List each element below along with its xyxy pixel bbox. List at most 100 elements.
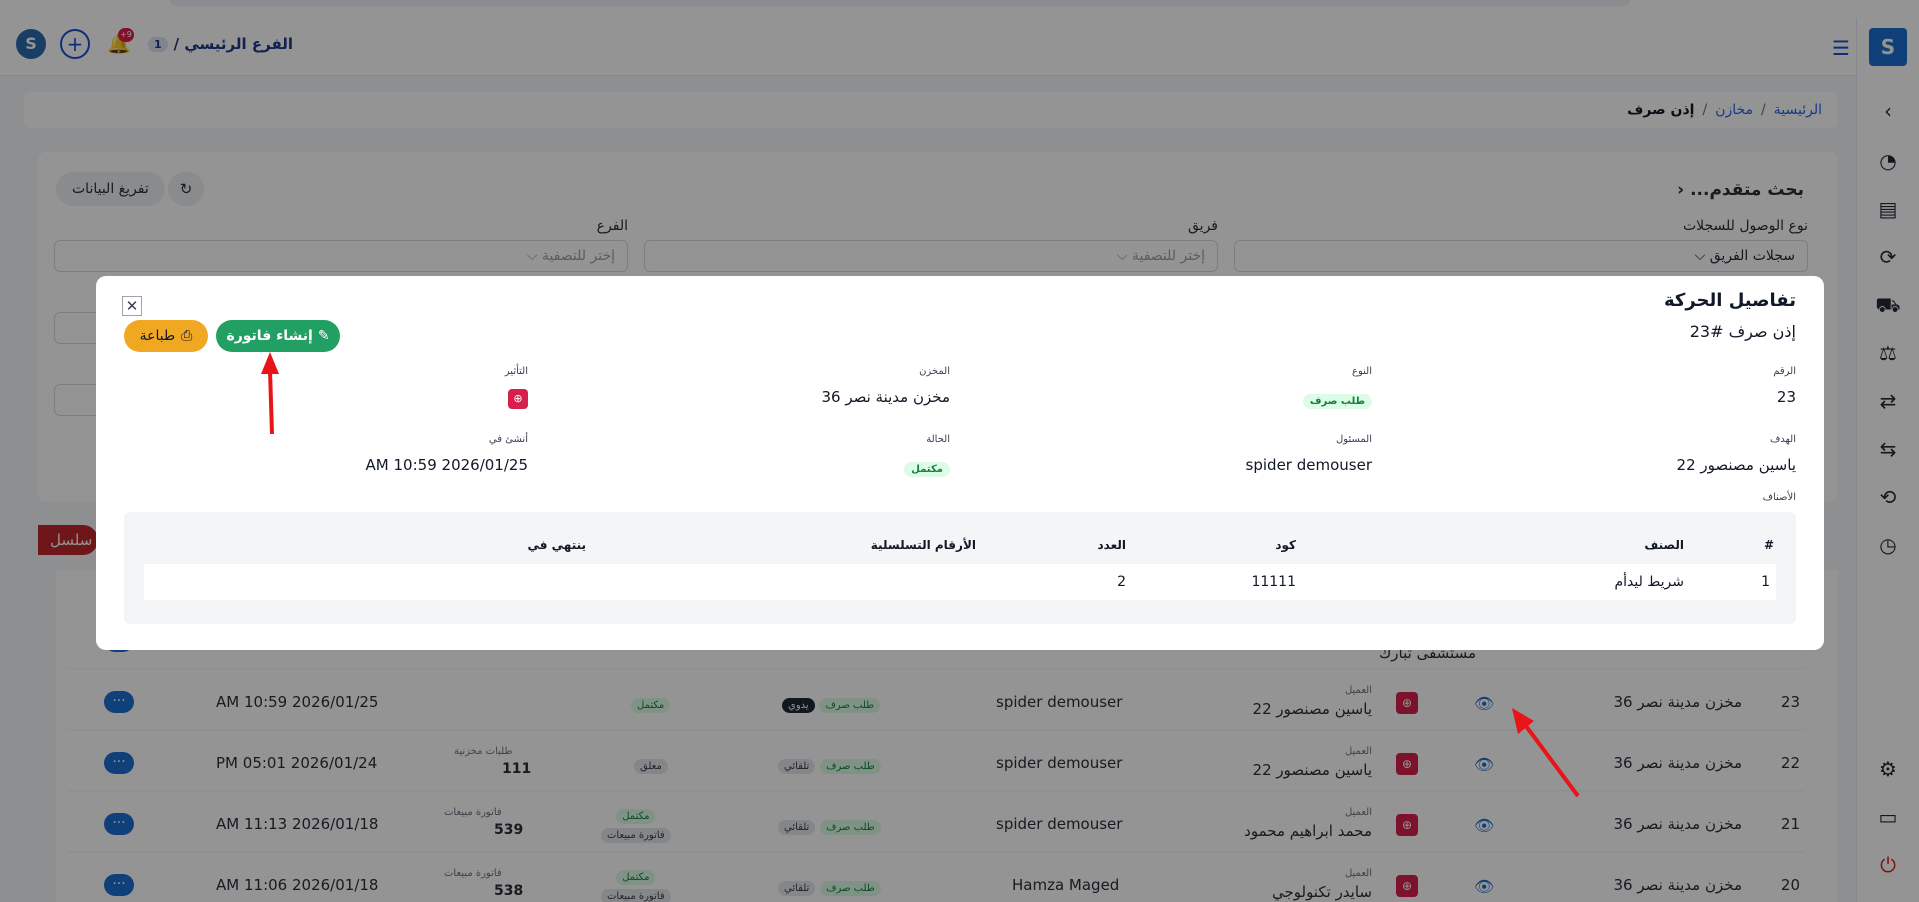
print-button[interactable]: ⎙ طباعة [124, 320, 208, 352]
sync-icon[interactable]: ⟳ [1879, 245, 1897, 269]
sidebar-logo-icon[interactable]: S [1869, 28, 1907, 66]
warehouse-value: مخزن مدينة نصر 36 [821, 388, 950, 406]
number-label: الرقم [1773, 366, 1796, 377]
row-client: سايدر تكنولوجي [1271, 883, 1372, 901]
col-serials: الأرقام التسلسلية [870, 538, 976, 552]
transfer-in-icon[interactable]: ⇆ [1879, 437, 1897, 461]
modal-title: تفاصيل الحركة [1663, 290, 1796, 311]
browser-strip [0, 0, 1919, 18]
advanced-search-label: بحث متقدم... [1690, 180, 1804, 200]
status-value: مكتمل [904, 458, 950, 477]
gauge-icon[interactable]: ◔ [1879, 149, 1897, 173]
item-name: شريط ليدأم [1614, 574, 1685, 590]
mode-badge: تلقائي [778, 881, 816, 896]
app-logo-icon[interactable]: S [16, 29, 46, 59]
breadcrumb-home[interactable]: الرئيسية [1773, 102, 1822, 118]
clear-data-button[interactable]: تفريغ البيانات [56, 172, 165, 206]
advanced-search-toggle[interactable]: بحث متقدم... ‹ [1677, 180, 1804, 200]
breadcrumb-card: الرئيسية / مخازن / إذن صرف [24, 92, 1838, 128]
type-badge: طلب صرف [820, 881, 881, 896]
row-ref-value[interactable]: 539 [494, 822, 524, 838]
row-actions-button[interactable]: ··· [104, 874, 134, 896]
address-bar[interactable] [170, 0, 1630, 6]
breadcrumb-separator: / [1761, 102, 1766, 118]
col-item: الصنف [1644, 538, 1684, 552]
view-eye-icon[interactable]: 👁 [1474, 877, 1495, 896]
table-row[interactable]: 21 مخزن مدينة نصر 36 👁 ⊕ العميل محمد ابر… [66, 799, 1806, 851]
number-value: 23 [1776, 388, 1796, 406]
print-button-label: طباعة [139, 328, 176, 344]
effect-icon: ⊕ [1396, 875, 1418, 897]
row-responsible: Hamza Maged [1012, 876, 1120, 894]
row-actions-button[interactable]: ··· [104, 752, 134, 774]
window-icon[interactable]: ▭ [1878, 805, 1898, 829]
refresh-icon[interactable]: ↻ [168, 172, 204, 206]
scale-icon[interactable]: ⚖ [1879, 341, 1897, 365]
row-ref-value[interactable]: 538 [494, 883, 524, 899]
view-eye-icon[interactable]: 👁 [1474, 755, 1495, 774]
effect-icon: ⊕ [1396, 692, 1418, 714]
team-label: فريق [1188, 218, 1218, 234]
breadcrumb-section[interactable]: مخازن [1715, 102, 1754, 118]
row-badges: طلب صرف يدوي [782, 694, 881, 713]
table-row[interactable]: 22 مخزن مدينة نصر 36 👁 ⊕ العميل ياسين مص… [66, 738, 1806, 790]
transfer-out-icon[interactable]: ⇄ [1879, 389, 1897, 413]
warehouse-icon[interactable]: ▤ [1878, 197, 1898, 221]
mode-badge: تلقائي [778, 820, 816, 835]
effect-icon: ⊕ [1396, 753, 1418, 775]
status-badge-secondary: فاتورة مبيعات [601, 889, 671, 902]
row-status: مكتمل فاتورة مبيعات [601, 866, 671, 902]
row-warehouse: مخزن مدينة نصر 36 [1613, 754, 1742, 772]
branch-select[interactable]: إختر للتصفية ⌵ [54, 240, 628, 272]
table-row[interactable]: 20 مخزن مدينة نصر 36 👁 ⊕ العميل سايدر تك… [66, 860, 1806, 902]
create-invoice-button[interactable]: ✎ إنشاء فاتورة [216, 320, 340, 352]
target-value: ياسين مصنصور 22 [1676, 456, 1796, 474]
power-icon[interactable]: ⏻ [1880, 853, 1896, 877]
settings-icon[interactable]: ⚙ [1879, 757, 1897, 781]
row-actions-button[interactable]: ··· [104, 691, 134, 713]
status-label: الحالة [926, 434, 950, 445]
row-client: ياسين مصنصور 22 [1252, 761, 1372, 779]
row-ref-label: طلبات مخزنية [454, 746, 513, 757]
row-responsible: spider demouser [996, 693, 1123, 711]
serial-filter-pill[interactable]: سلسل [38, 525, 98, 555]
row-status: مكتمل فاتورة مبيعات [601, 805, 671, 843]
items-label: الأصناف [1762, 492, 1796, 503]
close-icon[interactable]: ✕ [122, 296, 142, 316]
row-client: ياسين مصنصور 22 [1252, 700, 1372, 718]
status-badge: مكتمل [904, 462, 950, 477]
type-badge: طلب صرف [819, 698, 881, 713]
status-badge: مكتمل [616, 870, 656, 885]
create-invoice-label: إنشاء فاتورة [226, 328, 313, 344]
row-ref-label: فاتورة مبيعات [444, 807, 502, 818]
mode-badge: تلقائي [778, 759, 816, 774]
menu-icon[interactable]: ☰ [1832, 36, 1850, 60]
responsible-value: spider demouser [1245, 456, 1372, 474]
row-client-label: العميل [1344, 685, 1372, 696]
row-date: 2026/01/25 10:59 AM [216, 693, 379, 711]
branch-selector[interactable]: الفرع الرئيسي / 1 [148, 35, 293, 53]
status-badge: مكتمل [616, 809, 656, 824]
table-row[interactable]: 23 مخزن مدينة نصر 36 👁 ⊕ العميل ياسين مص… [66, 677, 1806, 729]
report-icon[interactable]: ◷ [1879, 533, 1897, 557]
row-warehouse: مخزن مدينة نصر 36 [1613, 876, 1742, 894]
row-date: 2026/01/18 11:06 AM [216, 876, 379, 894]
row-ref-value[interactable]: 111 [502, 761, 532, 777]
add-button[interactable]: + [60, 29, 90, 59]
status-badge: مكتمل [631, 698, 671, 713]
view-eye-icon[interactable]: 👁 [1474, 816, 1495, 835]
effect-icon: ⊕ [1396, 814, 1418, 836]
branch-number: 1 [148, 36, 168, 52]
view-eye-icon[interactable]: 👁 [1474, 694, 1495, 713]
item-code: 11111 [1251, 574, 1296, 590]
row-ref-label: فاتورة مبيعات [444, 868, 502, 879]
item-qty: 2 [1117, 574, 1126, 590]
truck-icon[interactable]: ⛟ [1875, 293, 1901, 317]
access-type-select[interactable]: سجلات الفريق ⌵ [1234, 240, 1808, 272]
row-status: مكتمل [631, 694, 671, 713]
row-actions-button[interactable]: ··· [104, 813, 134, 835]
col-hash: # [1763, 538, 1774, 552]
team-select[interactable]: إختر للتصفية ⌵ [644, 240, 1218, 272]
exchange-icon[interactable]: ⟲ [1879, 485, 1897, 509]
chevron-left-icon[interactable]: ‹ [1884, 99, 1892, 123]
